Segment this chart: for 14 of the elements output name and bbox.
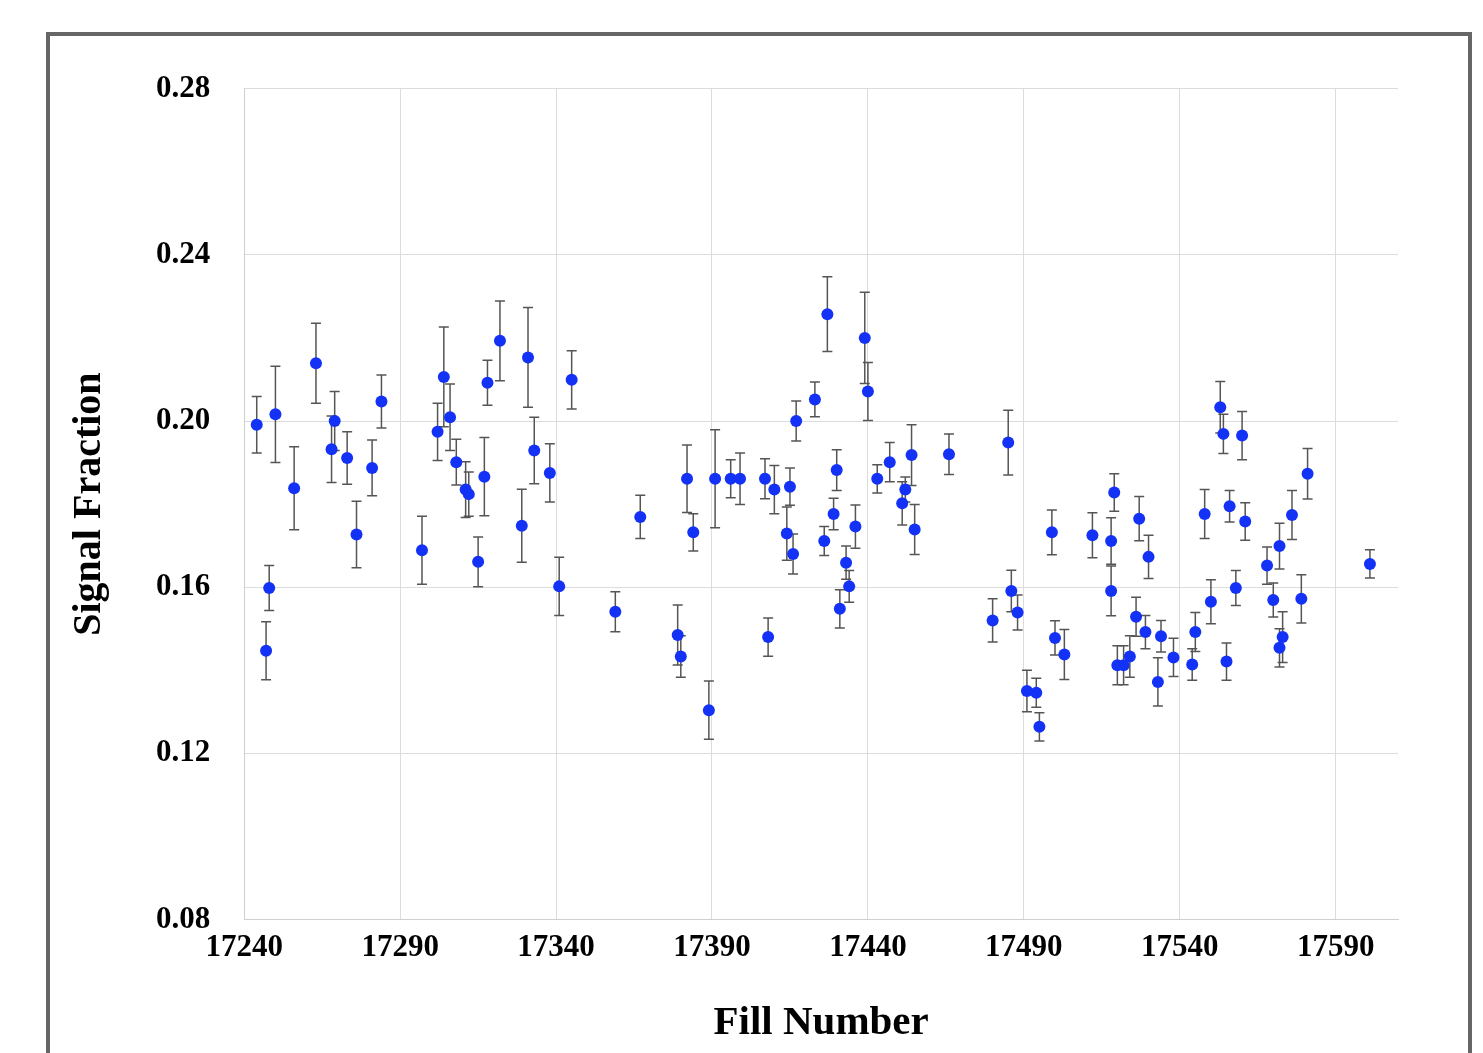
x-tick-label: 17490 xyxy=(985,928,1063,964)
y-tick-label: 0.28 xyxy=(156,68,211,104)
x-tick-label: 17390 xyxy=(673,928,751,964)
x-tick-label: 17440 xyxy=(829,928,907,964)
y-tick-label: 0.24 xyxy=(156,234,211,270)
x-tick-label: 17340 xyxy=(517,928,595,964)
y-axis-title: Signal Fraction xyxy=(64,372,110,636)
y-tick-label: 0.12 xyxy=(156,733,211,769)
x-tick-label: 17540 xyxy=(1140,928,1219,964)
y-tick-label: 0.20 xyxy=(156,401,211,437)
x-axis-title: Fill Number xyxy=(713,996,929,1043)
x-tick-label: 17290 xyxy=(361,928,439,964)
y-tick-label: 0.16 xyxy=(156,567,211,603)
x-tick-label: 17590 xyxy=(1296,928,1375,964)
